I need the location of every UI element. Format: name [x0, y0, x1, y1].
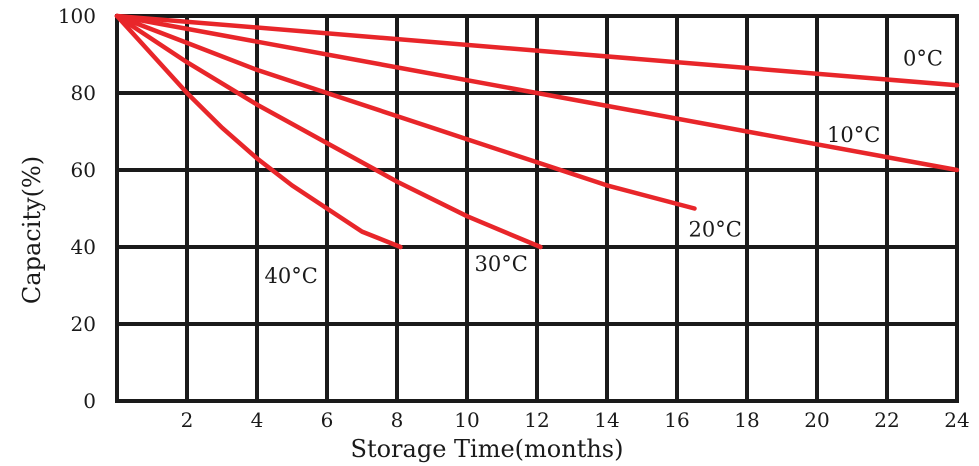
x-tick-label: 6 — [321, 408, 334, 432]
y-tick-label: 0 — [83, 389, 96, 413]
series-line-0 — [114, 13, 960, 88]
y-tick-label: 40 — [71, 235, 96, 259]
series-line-3 — [114, 13, 543, 250]
y-tick-label: 20 — [71, 312, 96, 336]
series-line-4 — [114, 13, 403, 250]
x-tick-label: 18 — [734, 408, 759, 432]
x-tick-label: 4 — [251, 408, 264, 432]
series-label: 10°C — [827, 123, 880, 147]
series-label: 0°C — [903, 46, 943, 70]
plot-frame — [115, 14, 959, 403]
series-labels: 0°C 10°C 20°C 30°C 40°C — [265, 46, 943, 288]
y-tick-label: 80 — [71, 81, 96, 105]
x-axis-title: Storage Time(months) — [351, 435, 624, 463]
series-label: 30°C — [475, 252, 528, 276]
series-label: 20°C — [689, 218, 742, 242]
series-lines — [114, 13, 960, 250]
y-tick-label: 100 — [58, 4, 96, 28]
series-line-1 — [114, 13, 960, 173]
x-tick-label: 8 — [391, 408, 404, 432]
x-tick-label: 22 — [874, 408, 899, 432]
x-tick-label: 14 — [594, 408, 619, 432]
y-axis-title: Capacity(%) — [18, 156, 46, 304]
x-tick-label: 16 — [664, 408, 689, 432]
series-label: 40°C — [265, 264, 318, 288]
x-tick-label: 2 — [181, 408, 194, 432]
series-line-2 — [114, 13, 697, 211]
y-tick-labels: 0 20 40 60 80 100 — [58, 4, 96, 413]
y-tick-label: 60 — [71, 158, 96, 182]
x-tick-label: 10 — [454, 408, 479, 432]
x-tick-label: 20 — [804, 408, 829, 432]
x-tick-label: 12 — [524, 408, 549, 432]
x-tick-labels: 2 4 6 8 10 12 14 16 18 20 22 24 — [181, 408, 970, 432]
x-tick-label: 24 — [944, 408, 969, 432]
